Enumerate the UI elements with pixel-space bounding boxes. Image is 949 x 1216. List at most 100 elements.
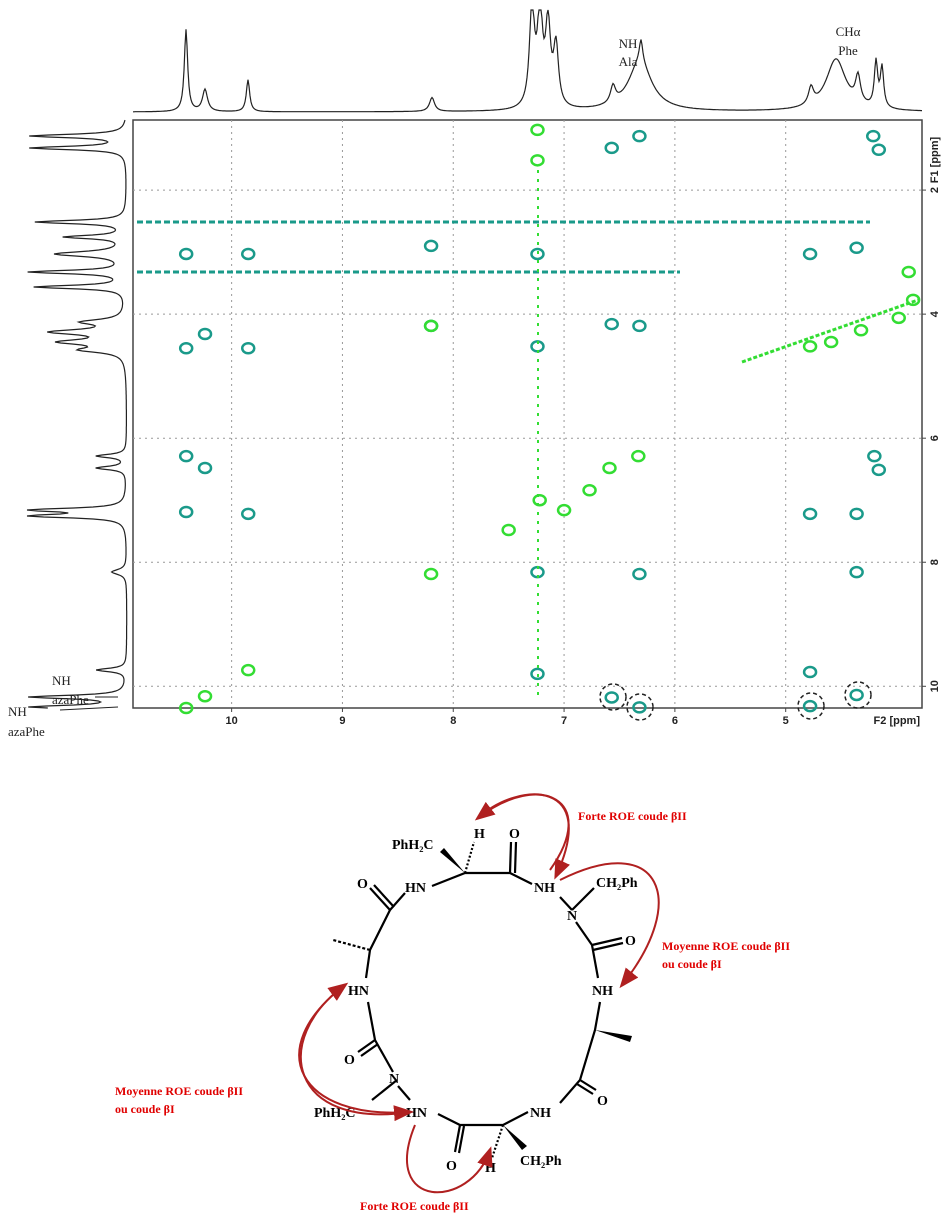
y-tick-label: 6 — [929, 435, 941, 441]
y-tick-label: 2 — [929, 187, 941, 193]
x-tick-label: 9 — [339, 715, 345, 727]
wedge — [440, 848, 465, 873]
cross-peak — [240, 663, 256, 677]
projections — [26, 9, 922, 709]
roe-label: Forte ROE coude βII — [360, 1199, 469, 1213]
atom: O — [344, 1053, 355, 1068]
cross-peak — [530, 667, 545, 681]
cross-peak — [423, 567, 439, 581]
cross-peak — [901, 265, 916, 279]
cross-peak — [867, 449, 882, 463]
cross-peak — [240, 247, 256, 261]
bond — [576, 1079, 597, 1095]
cross-peak — [602, 461, 617, 475]
spectrum: 10 9 8 7 6 5 2 4 6 8 10 F2 [ppm] F1 [ppm] — [133, 120, 941, 727]
y-tick-label: 4 — [929, 310, 941, 317]
atom: O — [597, 1094, 608, 1109]
projection-f2 — [133, 9, 922, 113]
cross-peak — [823, 335, 839, 349]
x-tick-label: 5 — [783, 715, 789, 727]
cross-peak — [865, 129, 881, 143]
cross-peak — [604, 317, 619, 331]
atom: O — [509, 827, 520, 842]
roe-label: ou coude βI — [115, 1102, 175, 1116]
cross-peak — [240, 342, 256, 355]
y-axis-label: F1 [ppm] — [929, 136, 941, 183]
annotation: azaPhe — [52, 692, 89, 707]
annotation: NH — [52, 673, 71, 688]
circle — [844, 681, 872, 709]
cross-peak — [556, 503, 572, 517]
annotation: Phe — [838, 43, 858, 58]
cross-peak — [604, 141, 619, 155]
atom: O — [357, 877, 368, 892]
atom: CH₂Ph — [520, 1154, 562, 1169]
x-tick-label: 6 — [672, 715, 678, 727]
cross-peak — [178, 449, 194, 463]
cross-peak — [849, 688, 864, 702]
bond — [463, 841, 476, 874]
cross-peak — [604, 691, 619, 704]
diagonal — [741, 298, 919, 364]
plot-frame — [132, 119, 923, 709]
bond — [371, 1079, 398, 1101]
bond — [369, 884, 395, 911]
circle — [599, 683, 627, 711]
roe-arrow — [477, 793, 570, 880]
cross-peak — [849, 507, 864, 521]
projection-f1 — [26, 119, 128, 709]
wedge — [503, 1125, 527, 1150]
t1-noise — [137, 170, 919, 700]
cross-peak — [178, 247, 194, 261]
atom: HN — [348, 984, 369, 999]
roe-arrow — [559, 862, 660, 989]
cross-peak — [802, 247, 818, 261]
bond — [559, 1001, 602, 1104]
cross-peak — [530, 247, 545, 261]
cross-peak — [197, 689, 213, 703]
bond — [366, 1001, 394, 1073]
bond — [591, 936, 624, 952]
cross-peak — [632, 129, 647, 143]
roe-label: Moyenne ROE coude βII — [662, 939, 790, 953]
cross-peak — [853, 324, 869, 337]
cross-peak — [197, 327, 213, 341]
cross-peak — [802, 507, 818, 521]
cross-peak — [802, 699, 818, 713]
y-tick-label: 10 — [929, 680, 941, 692]
circle — [797, 692, 825, 720]
bond — [364, 892, 406, 979]
bond — [571, 887, 595, 911]
atom: PhH₂C — [314, 1106, 356, 1121]
roe-label: ou coude βI — [662, 957, 722, 971]
cross-peak — [891, 311, 906, 325]
annotation: azaPhe — [8, 724, 45, 739]
atom: PhH₂C — [392, 838, 434, 853]
cross-peak — [802, 340, 818, 353]
molecule: PhH₂C H O HN NH CH₂Ph N O NH O NH HN O N… — [115, 793, 790, 1213]
roe-label: Moyenne ROE coude βII — [115, 1084, 243, 1098]
bond — [437, 1111, 529, 1127]
annotation: CHα — [836, 24, 861, 39]
atom: H — [485, 1161, 496, 1176]
bond — [332, 938, 371, 952]
cross-peak — [905, 293, 921, 307]
annotation: NH — [8, 704, 27, 719]
roe-arrow — [474, 793, 570, 871]
atom: N — [567, 909, 577, 924]
cross-peak — [530, 123, 545, 137]
annotation: NH — [619, 36, 638, 51]
cross-peak — [530, 154, 545, 167]
cross-peak — [582, 484, 597, 497]
roe-arrow — [406, 1124, 493, 1194]
atom: NH — [530, 1106, 551, 1121]
cross-peak — [240, 507, 256, 521]
atom: HN — [405, 881, 426, 896]
roe-arrow — [299, 982, 411, 1116]
circle — [626, 693, 654, 721]
cross-peak — [871, 143, 887, 157]
cross-peak — [632, 701, 647, 714]
x-tick-label: 10 — [226, 715, 238, 727]
cross-peak — [802, 665, 818, 679]
